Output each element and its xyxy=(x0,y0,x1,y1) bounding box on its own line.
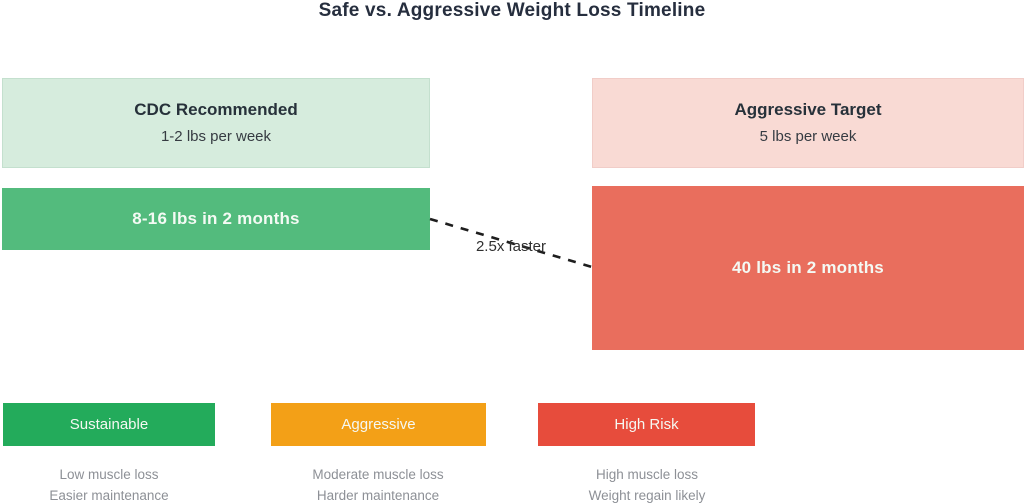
legend-note: High muscle loss xyxy=(595,467,699,482)
legend-sustainable-notes: Low muscle loss Easier maintenance xyxy=(0,464,219,503)
legend-note: Low muscle loss xyxy=(59,467,159,482)
aggressive-target-rate: 5 lbs per week xyxy=(759,128,857,145)
legend-high-risk-notes: High muscle loss Weight regain likely xyxy=(537,464,757,503)
legend-aggressive-notes: Moderate muscle loss Harder maintenance xyxy=(268,464,488,503)
legend-aggressive-label: Aggressive xyxy=(341,416,416,433)
connector-dashed-line xyxy=(429,217,593,269)
legend-note: Easier maintenance xyxy=(49,488,169,503)
legend-high-risk-label: High Risk xyxy=(614,416,679,433)
connector-label: 2.5x faster xyxy=(476,238,546,255)
cdc-recommended-header-box: CDC Recommended 1-2 lbs per week xyxy=(2,78,430,168)
cdc-recommended-title: CDC Recommended xyxy=(134,100,298,119)
legend-aggressive-box: Aggressive xyxy=(271,403,486,446)
legend-sustainable-box: Sustainable xyxy=(3,403,215,446)
cdc-recommended-rate: 1-2 lbs per week xyxy=(160,128,272,145)
aggressive-target-title: Aggressive Target xyxy=(734,100,882,119)
aggressive-result-label: 40 lbs in 2 months xyxy=(732,258,884,277)
diagram-title: Safe vs. Aggressive Weight Loss Timeline xyxy=(318,0,706,21)
safe-result-box: 8-16 lbs in 2 months xyxy=(2,188,430,250)
legend-high-risk-box: High Risk xyxy=(538,403,755,446)
aggressive-result-box: 40 lbs in 2 months xyxy=(592,186,1024,350)
legend-note: Harder maintenance xyxy=(316,488,440,503)
aggressive-target-header-box: Aggressive Target 5 lbs per week xyxy=(592,78,1024,168)
legend-note: Moderate muscle loss xyxy=(312,467,444,482)
safe-result-label: 8-16 lbs in 2 months xyxy=(132,209,300,228)
legend-sustainable-label: Sustainable xyxy=(69,416,149,433)
legend-note: Weight regain likely xyxy=(588,488,706,503)
